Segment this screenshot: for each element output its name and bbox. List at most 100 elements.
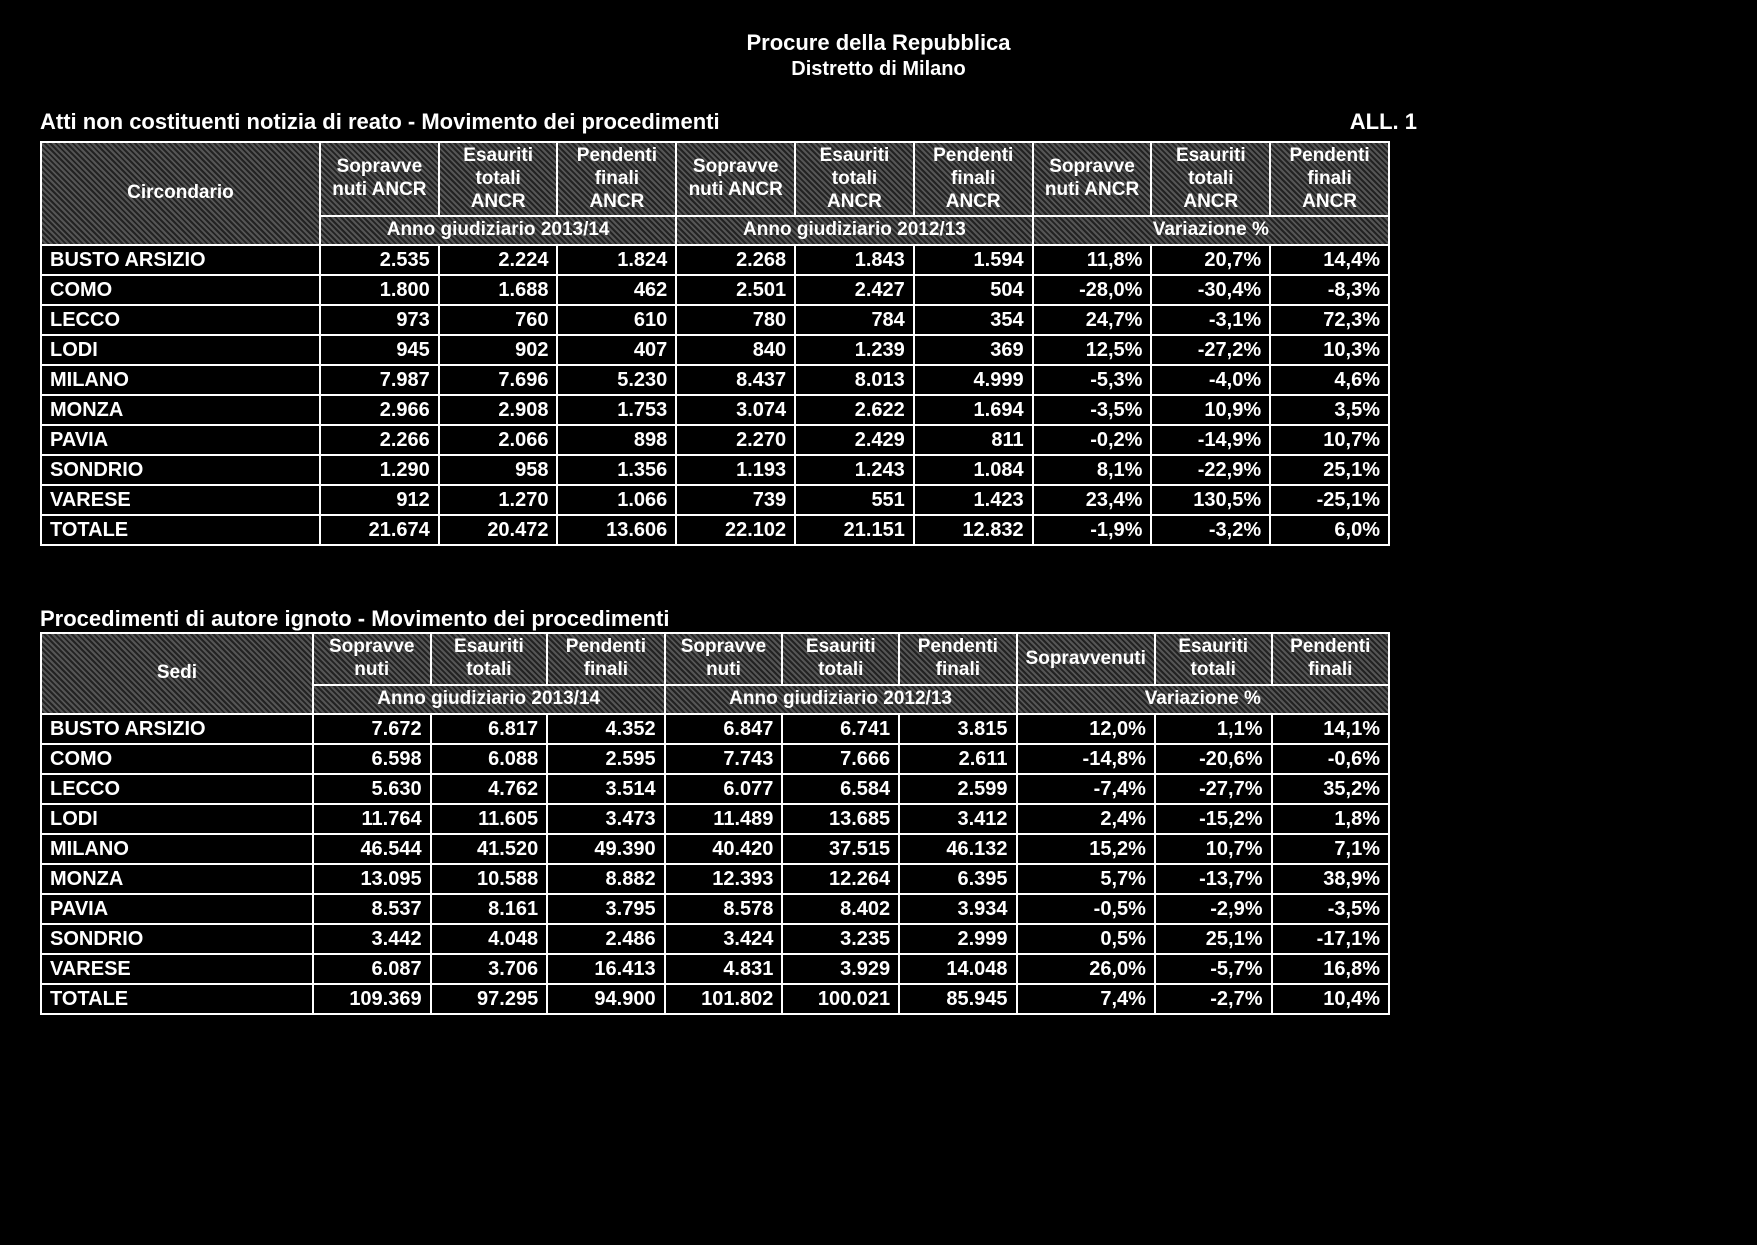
cell-value: 11.489	[665, 804, 783, 834]
cell-value: 40.420	[665, 834, 783, 864]
cell-value: 840	[676, 335, 795, 365]
table-row: BUSTO ARSIZIO2.5352.2241.8242.2681.8431.…	[41, 245, 1389, 275]
table-atti-non-costituenti: Circondario Sopravve nuti ANCR Esauriti …	[40, 141, 1390, 546]
row-label: SONDRIO	[41, 455, 320, 485]
cell-value: 1.843	[795, 245, 914, 275]
cell-value: 20,7%	[1151, 245, 1270, 275]
cell-value: 1.688	[439, 275, 558, 305]
cell-value: 4.999	[914, 365, 1033, 395]
cell-value: -15,2%	[1155, 804, 1272, 834]
cell-value: 2.599	[899, 774, 1016, 804]
cell-value: 12.832	[914, 515, 1033, 545]
cell-value: 551	[795, 485, 914, 515]
cell-value: 8.437	[676, 365, 795, 395]
cell-value: 8,1%	[1033, 455, 1152, 485]
cell-value: 811	[914, 425, 1033, 455]
cell-value: -1,9%	[1033, 515, 1152, 545]
cell-value: 21.674	[320, 515, 439, 545]
cell-value: 8.882	[547, 864, 664, 894]
cell-value: 3.815	[899, 714, 1016, 744]
cell-value: 23,4%	[1033, 485, 1152, 515]
row-label: VARESE	[41, 954, 313, 984]
cell-value: 22.102	[676, 515, 795, 545]
row-label: COMO	[41, 275, 320, 305]
cell-value: 354	[914, 305, 1033, 335]
cell-value: 2.535	[320, 245, 439, 275]
doc-title: Procure della Repubblica	[40, 30, 1717, 56]
cell-value: -28,0%	[1033, 275, 1152, 305]
row-label: LECCO	[41, 774, 313, 804]
cell-value: 1.066	[557, 485, 676, 515]
row-label: BUSTO ARSIZIO	[41, 245, 320, 275]
cell-value: 14,4%	[1270, 245, 1389, 275]
col-header-sopravvenuti-2: Sopravve nuti ANCR	[676, 142, 795, 216]
cell-value: 1,1%	[1155, 714, 1272, 744]
table-row: LECCO5.6304.7623.5146.0776.5842.599-7,4%…	[41, 774, 1389, 804]
cell-value: 4.831	[665, 954, 783, 984]
cell-value: 16,8%	[1272, 954, 1390, 984]
row-label: MONZA	[41, 864, 313, 894]
cell-value: -3,5%	[1033, 395, 1152, 425]
table-row: LECCO97376061078078435424,7%-3,1%72,3%	[41, 305, 1389, 335]
cell-value: 2.966	[320, 395, 439, 425]
cell-value: 1.753	[557, 395, 676, 425]
cell-value: -0,5%	[1017, 894, 1155, 924]
period-header-2: Anno giudiziario 2012/13	[676, 216, 1032, 245]
cell-value: 4,6%	[1270, 365, 1389, 395]
cell-value: 7,1%	[1272, 834, 1390, 864]
row-label: SONDRIO	[41, 924, 313, 954]
cell-value: 1.239	[795, 335, 914, 365]
cell-value: 12,5%	[1033, 335, 1152, 365]
col-header-sedi: Sedi	[41, 633, 313, 713]
row-label: MILANO	[41, 365, 320, 395]
cell-value: 6,0%	[1270, 515, 1389, 545]
cell-value: 2.999	[899, 924, 1016, 954]
cell-value: 1.694	[914, 395, 1033, 425]
cell-value: 8.013	[795, 365, 914, 395]
cell-value: 1.243	[795, 455, 914, 485]
section1-title-row: Atti non costituenti notizia di reato - …	[40, 109, 1717, 135]
cell-value: 10.588	[431, 864, 548, 894]
cell-value: 2,4%	[1017, 804, 1155, 834]
cell-value: 10,9%	[1151, 395, 1270, 425]
row-label: LODI	[41, 804, 313, 834]
row-label: VARESE	[41, 485, 320, 515]
col-header-esauriti-2: Esauriti totali ANCR	[795, 142, 914, 216]
cell-value: 25,1%	[1155, 924, 1272, 954]
row-label: PAVIA	[41, 425, 320, 455]
cell-value: 2.622	[795, 395, 914, 425]
period2-header-1: Anno giudiziario 2013/14	[313, 685, 665, 714]
cell-value: 1.084	[914, 455, 1033, 485]
cell-value: -5,7%	[1155, 954, 1272, 984]
cell-value: 369	[914, 335, 1033, 365]
cell-value: 3.424	[665, 924, 783, 954]
table-row: SONDRIO1.2909581.3561.1931.2431.0848,1%-…	[41, 455, 1389, 485]
col-header-sopravvenuti-1: Sopravve nuti ANCR	[320, 142, 439, 216]
cell-value: 6.087	[313, 954, 431, 984]
cell-value: 3.473	[547, 804, 664, 834]
cell-value: -3,5%	[1272, 894, 1390, 924]
cell-value: 1,8%	[1272, 804, 1390, 834]
cell-value: 6.088	[431, 744, 548, 774]
cell-value: -3,1%	[1151, 305, 1270, 335]
cell-value: 2.066	[439, 425, 558, 455]
cell-value: 3.706	[431, 954, 548, 984]
cell-value: 6.741	[782, 714, 899, 744]
cell-value: 462	[557, 275, 676, 305]
col-header-pendenti-2: Pendenti finali ANCR	[914, 142, 1033, 216]
cell-value: -3,2%	[1151, 515, 1270, 545]
cell-value: 1.193	[676, 455, 795, 485]
cell-value: 8.578	[665, 894, 783, 924]
col-header-esauriti-3: Esauriti totali ANCR	[1151, 142, 1270, 216]
section1-title: Atti non costituenti notizia di reato - …	[40, 109, 720, 135]
cell-value: 4.762	[431, 774, 548, 804]
cell-value: 760	[439, 305, 558, 335]
cell-value: -27,7%	[1155, 774, 1272, 804]
cell-value: 3.934	[899, 894, 1016, 924]
cell-value: 739	[676, 485, 795, 515]
cell-value: 14,1%	[1272, 714, 1390, 744]
table1-body: BUSTO ARSIZIO2.5352.2241.8242.2681.8431.…	[41, 245, 1389, 545]
table-autore-ignoto: Sedi Sopravve nuti Esauriti totali Pende…	[40, 632, 1390, 1014]
cell-value: 6.598	[313, 744, 431, 774]
row-label: TOTALE	[41, 515, 320, 545]
